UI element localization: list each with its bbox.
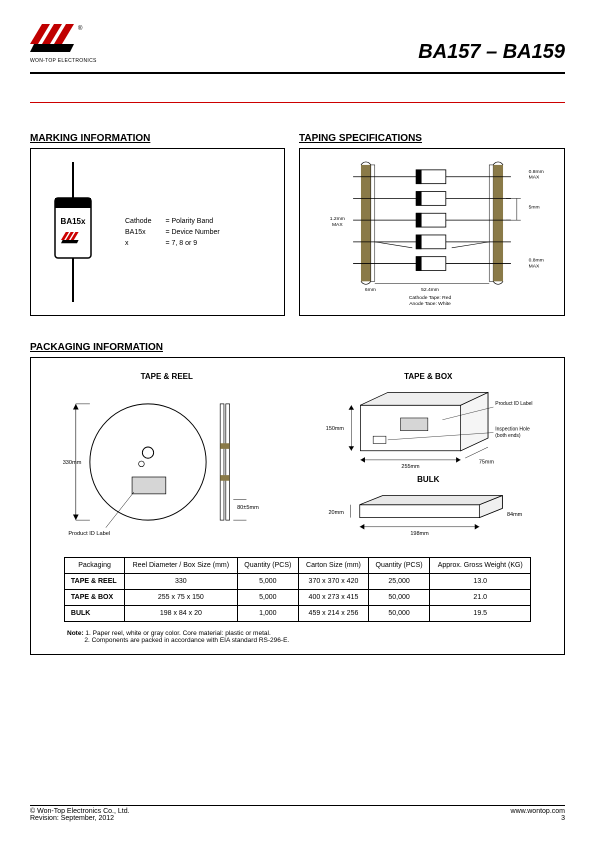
svg-text:BA15x: BA15x [61, 217, 86, 226]
footer-rule [30, 805, 565, 806]
copyright-text: © Won-Top Electronics Co., Ltd. [30, 808, 130, 815]
revision-text: Revision: September, 2012 [30, 815, 130, 822]
svg-text:MAX: MAX [529, 264, 540, 270]
svg-text:20mm: 20mm [328, 510, 344, 516]
svg-text:75mm: 75mm [478, 460, 494, 466]
logo-block: ® WON-TOP ELECTRONICS [30, 24, 97, 64]
footer-right: www.wontop.com 3 [511, 808, 565, 822]
svg-text:Anode Tape: White: Anode Tape: White [409, 301, 451, 305]
wontop-logo-icon: ® [30, 24, 90, 56]
svg-text:84mm: 84mm [506, 512, 522, 518]
svg-text:Cathode Tape: Red: Cathode Tape: Red [409, 295, 452, 301]
header-rule [30, 72, 565, 74]
red-rule [30, 102, 565, 103]
part-title: BA157 – BA159 [418, 41, 565, 64]
svg-text:MAX: MAX [332, 222, 343, 228]
website-text: www.wontop.com [511, 808, 565, 815]
svg-text:MAX: MAX [529, 175, 540, 181]
svg-text:150mm: 150mm [325, 426, 344, 432]
svg-text:1.2mm: 1.2mm [330, 216, 345, 222]
svg-text:198mm: 198mm [410, 531, 429, 536]
packaging-heading: PACKAGING INFORMATION [30, 342, 565, 353]
page-number: 3 [511, 815, 565, 822]
marking-box: BA15x Cathode= Polarity Band BA15x= Devi… [30, 148, 285, 316]
page-footer: © Won-Top Electronics Co., Ltd. Revision… [30, 805, 565, 822]
bulk-diagram-icon: 20mm 198mm 84mm [311, 490, 547, 536]
taping-box: 1.2mm MAX 0.8mm MAX 5mm 0.8mm MAX 6mm 52… [299, 148, 565, 316]
svg-text:6mm: 6mm [365, 287, 376, 293]
note-line: 2. Components are packed in accordance w… [84, 637, 289, 644]
marking-row: Cathode= Polarity Band [119, 217, 226, 226]
tape-box-title: TAPE & BOX [311, 372, 547, 381]
svg-text:Inspection Hole: Inspection Hole [495, 427, 530, 433]
top-row: MARKING INFORMATION BA15x Cathode= Polar… [30, 133, 565, 316]
marking-heading: MARKING INFORMATION [30, 133, 285, 144]
table-header-row: Packaging Reel Diameter / Box Size (mm) … [64, 558, 530, 574]
marking-table: Cathode= Polarity Band BA15x= Device Num… [117, 215, 228, 250]
marking-section: MARKING INFORMATION BA15x Cathode= Polar… [30, 133, 285, 316]
packaging-section: PACKAGING INFORMATION TAPE & REEL [30, 342, 565, 655]
tape-reel-title: TAPE & REEL [49, 372, 285, 381]
svg-text:255mm: 255mm [401, 464, 420, 469]
svg-text:Product ID Label: Product ID Label [495, 401, 532, 407]
bulk-title: BULK [311, 475, 547, 484]
marking-row: x= 7, 8 or 9 [119, 239, 226, 248]
footer-left: © Won-Top Electronics Co., Ltd. Revision… [30, 808, 130, 822]
page-header: ® WON-TOP ELECTRONICS BA157 – BA159 [30, 24, 565, 70]
note-line: 1. Paper reel, white or gray color. Core… [85, 630, 270, 637]
tape-box-bulk-block: TAPE & BOX 150mm 255mm [311, 372, 547, 539]
packaging-box: TAPE & REEL 330mm [30, 357, 565, 655]
packaging-notes: Note: 1. Paper reel, white or gray color… [67, 630, 546, 644]
svg-text:®: ® [78, 25, 83, 32]
packaging-table: Packaging Reel Diameter / Box Size (mm) … [64, 557, 531, 622]
svg-text:Product ID Label: Product ID Label [68, 531, 110, 537]
taping-heading: TAPING SPECIFICATIONS [299, 133, 565, 144]
tape-box-diagram-icon: 150mm 255mm 75mm Product ID Label Inspec… [311, 387, 547, 469]
table-row: TAPE & BOX255 x 75 x 1505,000400 x 273 x… [64, 590, 530, 606]
svg-text:0.8mm: 0.8mm [529, 258, 544, 264]
tape-reel-diagram-icon: 330mm 80±5mm Product ID Label [49, 387, 285, 537]
note-label: Note: [67, 630, 84, 637]
table-row: BULK198 x 84 x 201,000459 x 214 x 25650,… [64, 606, 530, 622]
svg-text:5mm: 5mm [529, 204, 540, 210]
diode-drawing-icon: BA15x [47, 162, 99, 302]
svg-text:52.4mm: 52.4mm [421, 287, 439, 293]
packaging-top-row: TAPE & REEL 330mm [49, 372, 546, 539]
taping-diagram-icon: 1.2mm MAX 0.8mm MAX 5mm 0.8mm MAX 6mm 52… [310, 159, 554, 305]
logo-caption: WON-TOP ELECTRONICS [30, 58, 97, 64]
marking-row: BA15x= Device Number [119, 228, 226, 237]
svg-text:80±5mm: 80±5mm [237, 505, 259, 511]
tape-reel-block: TAPE & REEL 330mm [49, 372, 285, 539]
reel-diameter-label: 330mm [63, 460, 82, 466]
taping-section: TAPING SPECIFICATIONS [299, 133, 565, 316]
svg-text:(both ends): (both ends) [495, 433, 521, 439]
table-row: TAPE & REEL3305,000370 x 370 x 42025,000… [64, 574, 530, 590]
svg-text:0.8mm: 0.8mm [529, 169, 544, 175]
